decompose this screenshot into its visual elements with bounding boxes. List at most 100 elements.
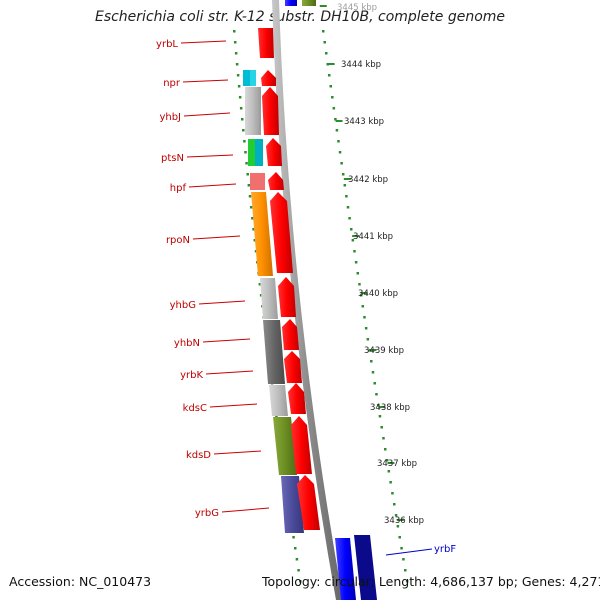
gene-arrow-yhbN <box>282 319 299 350</box>
gene-arrow-hpf <box>268 172 284 190</box>
scale-label-3436: 3436 kbp <box>384 516 424 526</box>
outer-track-dot <box>326 63 329 66</box>
outer-track-dot <box>368 349 371 352</box>
map-lane <box>232 28 392 596</box>
scale-tick-major <box>396 519 404 521</box>
inner-track-dot <box>234 52 238 55</box>
outer-track-dot <box>328 74 331 77</box>
cog-block-kdsC <box>269 385 288 416</box>
page-title: Escherichia coli str. K-12 substr. DH10B… <box>94 9 506 25</box>
outer-track-dot <box>324 52 328 55</box>
outer-track-dot <box>391 492 394 495</box>
inner-track-dot <box>295 558 299 561</box>
outer-track-dot <box>322 30 325 33</box>
cog-block-ptsN <box>248 139 255 166</box>
inner-track-dot <box>244 151 247 154</box>
label-leaders <box>180 40 270 513</box>
outer-track-dot <box>380 426 383 429</box>
outer-track-dot <box>382 437 385 440</box>
scale-tick-major <box>343 178 351 180</box>
outer-track-dot <box>351 239 355 242</box>
inner-track-dot <box>259 294 263 297</box>
gene-label-npr: npr <box>163 78 181 89</box>
outer-track-dot <box>358 283 361 286</box>
inner-track-dot <box>247 184 251 187</box>
scale-tick-major <box>387 462 395 464</box>
outer-track-dot <box>337 140 340 143</box>
cog-block-rpoN <box>251 192 273 276</box>
gene-label-hpf: hpf <box>170 183 187 194</box>
outer-track-dot <box>371 371 375 374</box>
inner-track-dot <box>249 206 253 209</box>
cog-block-yhbJ <box>245 87 261 135</box>
inner-track-dot <box>235 63 239 66</box>
outer-track-dot <box>402 558 405 561</box>
inner-track-dot <box>237 85 241 88</box>
outer-track-dot <box>394 514 398 517</box>
scale-label-3438: 3438 kbp <box>370 403 410 413</box>
outer-track-dot <box>343 184 347 187</box>
gene-arrow-ptsN <box>266 138 282 166</box>
inner-track-dot <box>253 239 257 242</box>
gene-labels: yrbL npr yhbJ ptsN hpf rpoN yhbG yhbN yr… <box>156 39 456 555</box>
cog-block-hpf <box>250 173 265 190</box>
forward-genes <box>258 28 320 530</box>
outer-track-dot <box>400 547 403 550</box>
gene-arrow-npr <box>261 70 276 86</box>
gene-arrow-yrbF <box>335 538 356 600</box>
cog-block-yhbG <box>260 278 278 319</box>
cog-block-yhbN <box>263 320 285 384</box>
inner-track-dot <box>233 30 236 33</box>
outer-track-dot <box>349 228 353 231</box>
outer-track-dot <box>361 305 365 308</box>
outer-track-dot <box>389 481 392 484</box>
scale-labels: 3445 kbp 3444 kbp 3443 kbp 3442 kbp 3441… <box>337 3 424 526</box>
gene-arrow-yhbG <box>278 277 296 317</box>
outer-track-dot <box>378 415 382 418</box>
gene-arrow-yrbK <box>284 351 302 383</box>
outer-track-dot <box>346 206 350 209</box>
outer-track-dot <box>338 151 342 154</box>
outer-track-dot <box>345 195 348 198</box>
cog-block-ptsN-2 <box>255 139 263 166</box>
gene-label-yhbG: yhbG <box>170 300 196 311</box>
outer-track-dot <box>366 338 370 341</box>
inner-track-dot <box>258 283 262 286</box>
cog-block-npr-2 <box>250 70 256 86</box>
inner-track-dot <box>245 162 248 165</box>
scale-tick-major <box>327 63 335 65</box>
scale-tick-major <box>352 235 360 237</box>
scale-label-3441: 3441 kbp <box>353 232 393 242</box>
outer-track-dot <box>376 404 380 407</box>
outer-track-dot <box>392 503 396 506</box>
scale-tick-major <box>378 406 386 408</box>
scale-tick-major <box>360 292 368 294</box>
inner-track-dot <box>240 118 244 121</box>
outer-track-dot <box>375 393 378 396</box>
scale-tick-major <box>335 120 343 122</box>
scale-ticks <box>319 5 404 521</box>
scale-tick-major <box>369 349 377 351</box>
scale-label-3443: 3443 kbp <box>344 117 384 127</box>
inner-track-dot <box>252 228 255 231</box>
gene-block-top-olive <box>302 0 316 6</box>
gene-label-ptsN: ptsN <box>161 153 184 164</box>
outer-track-dot <box>384 448 387 451</box>
gene-arrow-kdsC <box>288 383 306 414</box>
scale-label-3440: 3440 kbp <box>358 289 398 299</box>
outer-track-dot <box>405 580 409 583</box>
inner-track-dot <box>251 217 254 220</box>
gene-label-yhbN: yhbN <box>174 338 200 349</box>
genome-backbone <box>272 0 343 600</box>
outer-track-dot <box>396 525 400 528</box>
inner-track-dot <box>297 569 300 572</box>
outer-track-dot <box>359 294 363 297</box>
gene-label-yrbL: yrbL <box>156 39 178 50</box>
inner-track-dot <box>293 547 297 550</box>
cog-block-kdsD <box>273 417 297 475</box>
outer-track-dot <box>340 162 343 165</box>
inner-track-dot <box>299 580 302 583</box>
scale-tick-major <box>319 5 327 7</box>
outer-track-dot <box>373 382 376 385</box>
